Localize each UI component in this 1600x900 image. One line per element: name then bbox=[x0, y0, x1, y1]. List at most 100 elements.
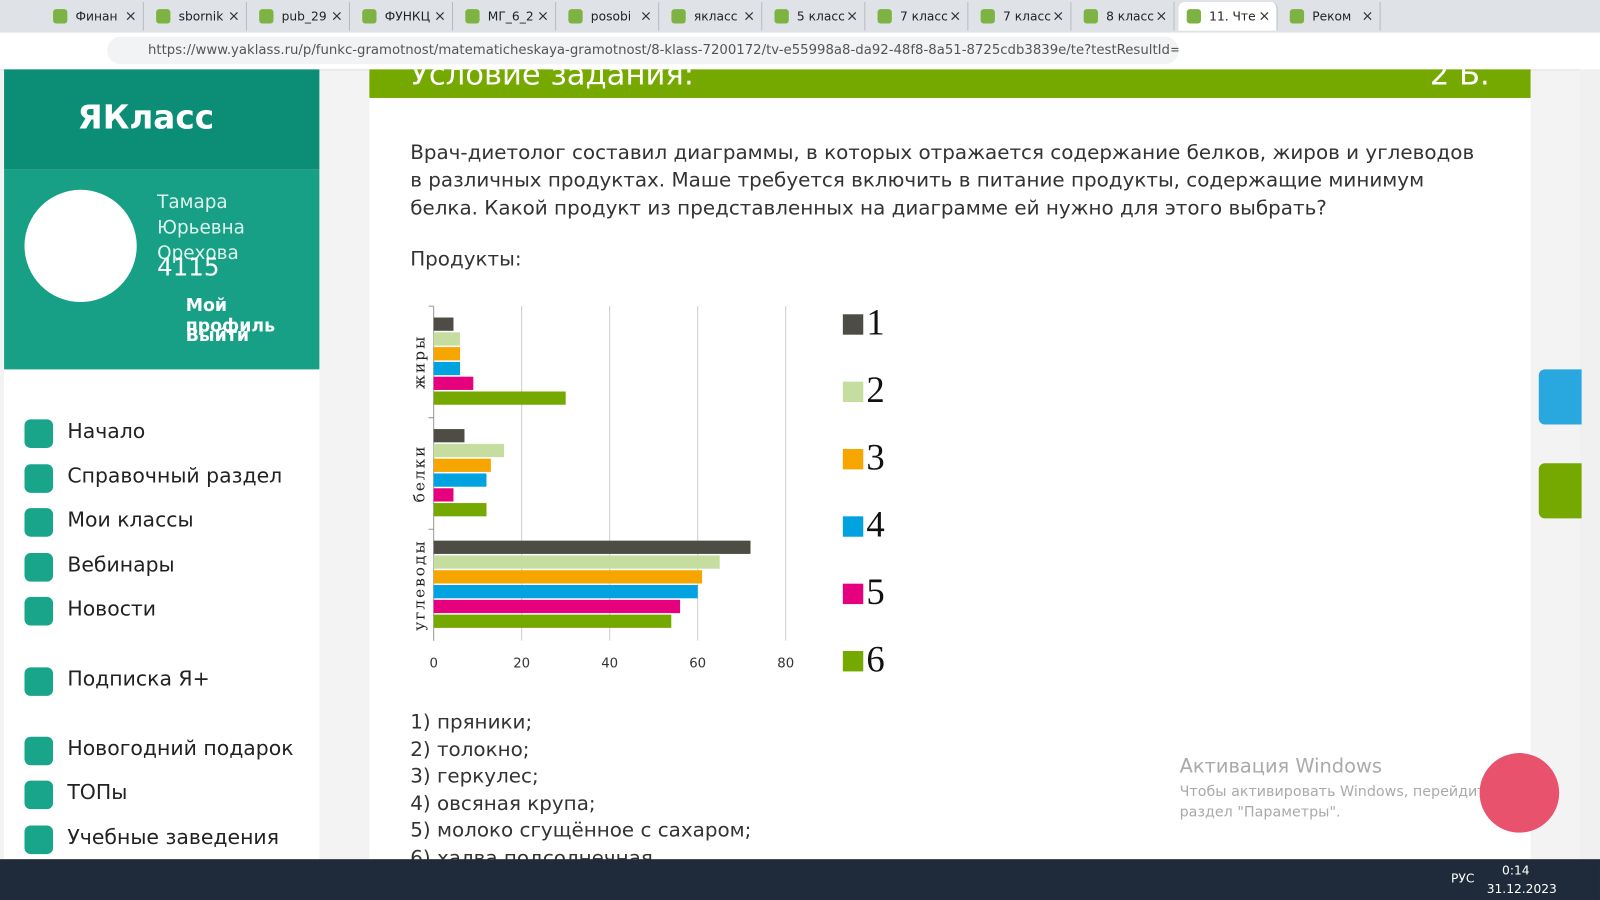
tab-title: sbornik bbox=[178, 9, 224, 24]
legend-swatch bbox=[842, 314, 864, 335]
bar bbox=[433, 585, 698, 599]
legend-label: 2 bbox=[866, 369, 884, 410]
y-tick-label: углеводы bbox=[410, 539, 428, 631]
expand-button[interactable] bbox=[1538, 463, 1582, 519]
tab-title: ФУНКЦ bbox=[384, 9, 431, 24]
tab-icon bbox=[1186, 9, 1202, 24]
menu-icon bbox=[24, 780, 54, 810]
menu-item[interactable]: Вебинары bbox=[67, 552, 175, 577]
menu-item[interactable]: Новогодний подарок bbox=[67, 735, 294, 761]
tab-close[interactable]: × bbox=[124, 8, 137, 25]
tab-title: 7 класс bbox=[899, 9, 948, 24]
tab-close[interactable]: × bbox=[846, 8, 859, 25]
bar bbox=[433, 376, 474, 390]
tab-icon bbox=[980, 9, 995, 24]
tab-close[interactable]: × bbox=[1155, 8, 1168, 25]
logo[interactable]: ЯКласс bbox=[77, 97, 215, 137]
legend-swatch bbox=[842, 651, 864, 672]
tab-close[interactable]: × bbox=[1361, 8, 1374, 25]
menu-item[interactable]: Мои классы bbox=[67, 507, 194, 532]
tab-close[interactable]: × bbox=[949, 8, 962, 25]
notification-bell[interactable] bbox=[1479, 753, 1560, 833]
mail-button[interactable] bbox=[1538, 369, 1582, 425]
address-bar: https://www.yaklass.ru/p/funkc-gramotnos… bbox=[0, 32, 1600, 71]
bar bbox=[433, 614, 672, 628]
tab[interactable]: Финан × bbox=[45, 2, 144, 31]
logout-link[interactable]: Выйти bbox=[185, 325, 249, 346]
tab-close[interactable]: × bbox=[1258, 8, 1271, 25]
tab-close[interactable]: × bbox=[433, 8, 446, 25]
y-tick-label: жиры bbox=[410, 335, 428, 389]
menu-item[interactable]: Справочный раздел bbox=[67, 463, 283, 488]
tab-icon bbox=[1289, 9, 1305, 24]
tab[interactable]: posobi × bbox=[560, 2, 660, 31]
menu-icon bbox=[24, 736, 54, 766]
date: 31.12.2023 bbox=[1486, 881, 1557, 896]
sidebar: ЯКласс Тамара Юрьевна Орехова 4115 Мой п… bbox=[4, 69, 320, 862]
tab-icon bbox=[259, 9, 274, 24]
menu-icon bbox=[24, 667, 54, 696]
tab-title: posobi bbox=[590, 9, 632, 24]
legend-label: 3 bbox=[866, 436, 884, 477]
tab[interactable]: ФУНКЦ × bbox=[354, 2, 454, 31]
tab[interactable]: 5 класс × bbox=[766, 2, 866, 31]
option: 5) молоко сгущённое с сахаром; bbox=[410, 818, 752, 842]
language[interactable]: РУС bbox=[1451, 871, 1475, 886]
bar bbox=[433, 488, 454, 502]
menu-icon bbox=[24, 553, 54, 582]
menu-icon bbox=[24, 464, 54, 493]
bar bbox=[433, 458, 491, 472]
tab-title: 5 класс bbox=[796, 9, 845, 24]
x-tick-label: 0 bbox=[429, 656, 437, 671]
tab[interactable]: 8 класс × bbox=[1076, 2, 1175, 31]
bar bbox=[433, 570, 703, 584]
menu-item[interactable]: Подписка Я+ bbox=[67, 666, 210, 691]
scrollbar[interactable] bbox=[1579, 69, 1600, 860]
legend-label: 6 bbox=[866, 638, 884, 679]
tab-close[interactable]: × bbox=[1052, 8, 1065, 25]
legend-swatch bbox=[842, 583, 864, 605]
bar bbox=[433, 361, 461, 376]
bar bbox=[433, 599, 681, 614]
option: 1) пряники; bbox=[410, 710, 533, 734]
tab-bar: Финан × sbornik × pub_29 × ФУНКЦ × МГ_6_2 × posobi… bbox=[0, 0, 1600, 33]
tab-close[interactable]: × bbox=[330, 8, 343, 25]
profile-link[interactable]: Мой профиль bbox=[185, 295, 276, 337]
tab-icon bbox=[671, 9, 686, 24]
menu-item[interactable]: Учебные заведения bbox=[67, 824, 279, 849]
bar bbox=[433, 317, 454, 331]
tab-close[interactable]: × bbox=[743, 8, 756, 25]
tab[interactable]: Реком × bbox=[1282, 2, 1381, 31]
tab-icon bbox=[362, 9, 377, 24]
tab-icon bbox=[53, 9, 68, 24]
tab[interactable]: 11. Чте × bbox=[1178, 2, 1278, 31]
url[interactable]: https://www.yaklass.ru/p/funkc-gramotnos… bbox=[107, 36, 1179, 65]
products-label: Продукты: bbox=[410, 246, 522, 271]
menu-item[interactable]: Начало bbox=[67, 418, 146, 443]
bar bbox=[433, 429, 465, 443]
legend-swatch bbox=[842, 516, 864, 537]
question: Врач-диетолог составил диаграммы, в кото… bbox=[410, 140, 1475, 220]
tab-title: 11. Чте bbox=[1209, 9, 1256, 24]
legend-swatch bbox=[842, 381, 864, 403]
tab[interactable]: якласс × bbox=[663, 2, 763, 31]
tab-icon bbox=[1083, 9, 1098, 24]
tab[interactable]: МГ_6_2 × bbox=[457, 2, 557, 31]
sidebar-header: ЯКласс bbox=[4, 69, 320, 170]
legend-label: 5 bbox=[866, 571, 884, 612]
tab[interactable]: pub_29 × bbox=[251, 2, 350, 31]
tab[interactable]: sbornik × bbox=[148, 2, 247, 31]
menu-item[interactable]: ТОПы bbox=[67, 779, 128, 805]
tab[interactable]: 7 класс × bbox=[869, 2, 969, 31]
menu-item[interactable]: Новости bbox=[67, 595, 157, 621]
task-header: Условие задания: 2 Б. bbox=[369, 69, 1531, 98]
tab-close[interactable]: × bbox=[640, 8, 653, 25]
chart: 0 20 40 60 80 жиры белки углеводы 1 2 3 4 5 6 bbox=[410, 302, 884, 680]
tab-close[interactable]: × bbox=[537, 8, 549, 25]
x-tick-label: 60 bbox=[689, 656, 706, 671]
tab[interactable]: 7 класс × bbox=[972, 2, 1072, 31]
x-tick-label: 20 bbox=[513, 656, 530, 671]
time: 0:14 bbox=[1502, 863, 1530, 878]
tab-close[interactable]: × bbox=[227, 8, 240, 25]
